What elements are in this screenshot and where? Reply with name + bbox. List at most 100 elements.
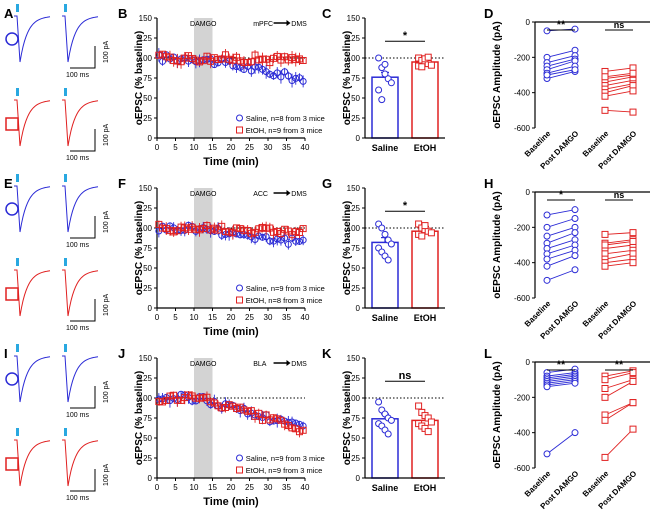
etoh-point bbox=[162, 53, 170, 61]
significance-label: ** bbox=[557, 19, 566, 31]
y-tick-label: 150 bbox=[139, 354, 153, 363]
panel-letter: D bbox=[484, 6, 493, 21]
etoh-pair-line bbox=[604, 74, 634, 79]
saline-point bbox=[381, 230, 389, 238]
etoh-point bbox=[181, 224, 189, 232]
x-tick-label: 25 bbox=[245, 143, 254, 152]
scale-bar bbox=[70, 129, 96, 152]
etoh-point bbox=[236, 57, 244, 65]
etoh-point bbox=[284, 422, 292, 430]
etoh-bar bbox=[411, 61, 439, 139]
saline-point bbox=[273, 69, 281, 77]
etoh-point bbox=[159, 224, 167, 232]
y-tick-label: 75 bbox=[351, 414, 360, 423]
etoh-point bbox=[218, 404, 226, 412]
y-tick-label: 100 bbox=[139, 394, 153, 403]
etoh-point bbox=[270, 228, 278, 236]
x-tick-label: 40 bbox=[301, 143, 310, 152]
legend-etoh-label: EtOH, n=9 from 3 mice bbox=[246, 126, 322, 135]
scale-time-label: 100 ms bbox=[66, 325, 89, 332]
saline-pair-line bbox=[546, 49, 576, 58]
etoh-point bbox=[166, 227, 174, 235]
significance-label: * bbox=[559, 189, 564, 201]
etoh-point bbox=[295, 55, 303, 63]
panel-letter: I bbox=[4, 346, 8, 361]
etoh-point bbox=[299, 56, 307, 64]
x-tick-label: 30 bbox=[264, 313, 273, 322]
etoh-point bbox=[601, 385, 609, 392]
saline-pair-line bbox=[546, 60, 576, 71]
etoh-pair-line bbox=[604, 90, 634, 97]
scale-amp-label: 100 pA bbox=[103, 123, 110, 146]
y-tick-label: 125 bbox=[139, 204, 153, 213]
saline-pair-line bbox=[546, 382, 576, 388]
saline-point bbox=[378, 224, 386, 232]
x-tick-label: 20 bbox=[227, 313, 236, 322]
scale-bar bbox=[70, 216, 96, 239]
etoh-pair-line bbox=[604, 372, 634, 381]
etoh-point bbox=[177, 223, 185, 231]
panel-letter: B bbox=[118, 6, 127, 21]
etoh-point bbox=[288, 424, 296, 432]
saline-point bbox=[384, 430, 392, 438]
saline-point bbox=[299, 236, 307, 244]
etoh-point bbox=[177, 58, 185, 66]
etoh-pair-line bbox=[604, 241, 634, 246]
y-tick-label: -600 bbox=[514, 464, 531, 473]
etoh-pair-line bbox=[604, 402, 634, 421]
etoh-point bbox=[601, 230, 609, 238]
etoh-point bbox=[221, 51, 229, 59]
pathway-to: DMS bbox=[291, 21, 307, 28]
scale-bar bbox=[70, 46, 96, 69]
etoh-point bbox=[270, 54, 278, 62]
y-tick-label: 100 bbox=[139, 54, 153, 63]
significance-label: ns bbox=[399, 370, 412, 382]
saline-pair-line bbox=[546, 65, 576, 74]
etoh-point bbox=[240, 406, 248, 414]
etoh-point bbox=[203, 52, 211, 60]
y-tick-label: 75 bbox=[143, 244, 152, 253]
etoh-point bbox=[266, 224, 274, 232]
category-label: Saline bbox=[372, 483, 399, 493]
etoh-point bbox=[292, 56, 300, 64]
y-tick-label: 50 bbox=[351, 264, 360, 273]
saline-point bbox=[292, 74, 300, 82]
y-axis-title: oEPSC (% baseline) bbox=[134, 31, 145, 125]
legend-saline-marker bbox=[236, 114, 244, 122]
etoh-point bbox=[210, 54, 218, 62]
etoh-point bbox=[415, 402, 423, 410]
saline-point bbox=[543, 383, 551, 391]
saline-pair-line bbox=[546, 226, 576, 237]
etoh-point bbox=[225, 401, 233, 409]
etoh-pair-line bbox=[604, 379, 634, 389]
etoh-point bbox=[170, 57, 178, 65]
etoh-point bbox=[251, 228, 259, 236]
etoh-point bbox=[262, 224, 270, 232]
pathway-from: ACC bbox=[253, 191, 268, 198]
category-label: EtOH bbox=[414, 313, 437, 323]
etoh-point bbox=[299, 426, 307, 434]
etoh-point bbox=[629, 229, 637, 237]
y-tick-label: 25 bbox=[143, 284, 152, 293]
x-tick-label: 10 bbox=[190, 143, 199, 152]
scale-time-label: 100 ms bbox=[66, 155, 89, 162]
etoh-point bbox=[629, 259, 637, 267]
etoh-point bbox=[295, 428, 303, 436]
etoh-point bbox=[244, 407, 252, 415]
etoh-point bbox=[601, 453, 609, 461]
panel-letter: H bbox=[484, 176, 493, 191]
stim-marker bbox=[16, 344, 19, 352]
panel-letter: A bbox=[4, 6, 14, 21]
y-axis-title: oEPSC (% baseline) bbox=[342, 201, 353, 295]
etoh-point bbox=[236, 225, 244, 233]
saline-trace-pre bbox=[14, 15, 51, 63]
etoh-pair-line bbox=[604, 72, 634, 78]
saline-point bbox=[251, 63, 259, 71]
stim-marker bbox=[64, 258, 67, 266]
legend-saline-label: Saline, n=8 from 3 mice bbox=[246, 114, 325, 123]
saline-point bbox=[543, 211, 551, 219]
y-tick-label: 150 bbox=[347, 184, 361, 193]
category-label: EtOH bbox=[414, 483, 437, 493]
y-tick-label: 150 bbox=[139, 184, 153, 193]
etoh-point bbox=[188, 223, 196, 231]
